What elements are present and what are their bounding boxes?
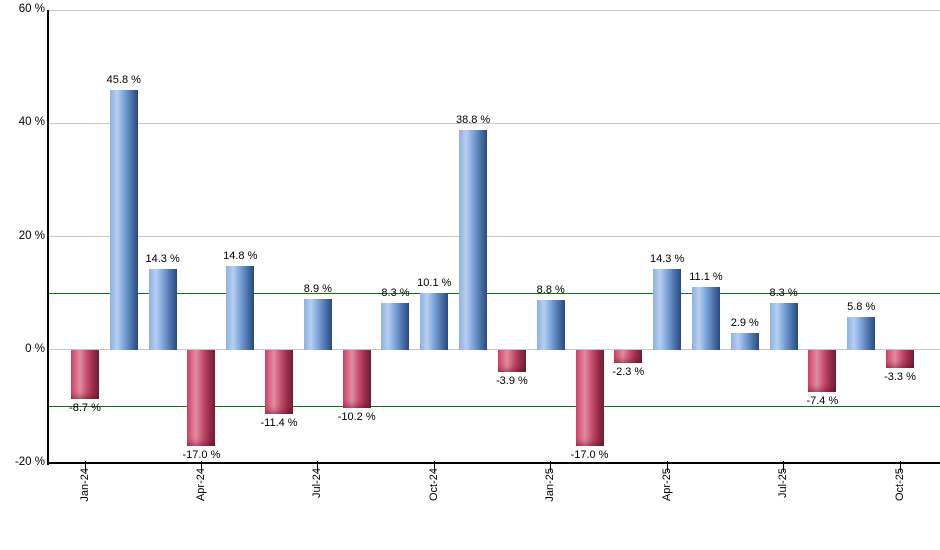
y-tick-label: 20 %	[18, 229, 45, 242]
bar-positive	[109, 90, 138, 350]
y-axis-line	[47, 10, 49, 465]
bar-negative	[187, 349, 216, 446]
bar-value-label: -3.3 %	[884, 371, 916, 384]
bar-negative	[71, 349, 99, 399]
bar-positive	[691, 286, 720, 350]
bar-value-label: -7.4 %	[806, 394, 839, 407]
bar-negative	[886, 349, 914, 369]
gridline-60	[48, 9, 940, 11]
x-tick-label: Apr-24	[194, 468, 207, 502]
bar-positive	[303, 299, 332, 350]
bar-positive	[847, 316, 876, 350]
bar-negative	[808, 349, 837, 392]
x-axis-tick	[317, 461, 319, 472]
bar-positive	[420, 292, 449, 350]
x-axis-tick	[550, 461, 552, 472]
x-axis-line	[47, 462, 940, 464]
bar-positive	[769, 302, 798, 350]
y-tick-label: 40 %	[18, 116, 45, 129]
gridline-40	[48, 122, 940, 124]
bar-value-label: -2.3 %	[612, 365, 645, 378]
bar-value-label: 14.3 %	[145, 252, 180, 265]
y-tick-label: 0 %	[25, 342, 45, 355]
x-tick-label: Jan-25	[544, 468, 557, 502]
bar-value-label: -17.0 %	[570, 449, 609, 461]
bar-value-label: 45.8 %	[106, 74, 141, 87]
bar-positive	[226, 265, 255, 350]
bar-positive	[730, 333, 759, 350]
x-axis-tick	[433, 461, 435, 472]
gridline-20	[48, 236, 940, 237]
bar-value-label: -10.2 %	[337, 410, 376, 423]
bar-value-label: 8.3 %	[381, 286, 410, 299]
x-axis-tick	[84, 461, 86, 472]
bar-value-label: 14.8 %	[223, 249, 258, 262]
y-tick-label: 60 %	[18, 3, 45, 15]
bar-value-label: 14.3 %	[650, 252, 685, 265]
bar-value-label: 11.1 %	[689, 270, 723, 283]
bar-value-label: -11.4 %	[260, 417, 298, 430]
x-tick-label: Jul-25	[777, 468, 790, 498]
x-axis-tick	[200, 461, 202, 472]
bar-negative	[342, 349, 371, 408]
bar-value-label: -8.7 %	[69, 402, 101, 414]
bar-value-label: 10.1 %	[417, 276, 452, 289]
bar-value-label: 5.8 %	[847, 300, 876, 313]
y-tick-label: -20 %	[14, 456, 45, 468]
bar-positive	[653, 268, 682, 350]
x-axis-tick	[899, 461, 901, 472]
bar-positive	[459, 130, 488, 350]
bar-value-label: 8.8 %	[536, 283, 565, 296]
x-tick-label: Jan-24	[78, 468, 91, 502]
bar-value-label: 2.9 %	[730, 317, 759, 330]
gridline-0	[48, 349, 940, 351]
bar-value-label: -3.9 %	[496, 374, 528, 387]
x-tick-label: Oct-24	[427, 468, 440, 502]
bar-value-label: 38.8 %	[455, 114, 491, 127]
x-axis-tick	[666, 461, 668, 472]
reference-line--10	[48, 405, 940, 407]
bar-value-label: 8.9 %	[303, 283, 332, 296]
bar-value-label: 8.3 %	[769, 286, 798, 299]
x-tick-label: Oct-25	[893, 468, 906, 502]
bar-positive	[536, 299, 565, 350]
bar-negative	[497, 349, 526, 372]
bar-value-label: -17.0 %	[182, 449, 221, 461]
bar-negative	[265, 349, 294, 415]
bar-negative	[614, 349, 643, 363]
x-tick-label: Jul-24	[311, 468, 324, 498]
bar-positive	[381, 302, 410, 350]
x-tick-label: Apr-25	[660, 468, 673, 502]
bar-positive	[148, 268, 177, 350]
reference-line-10	[48, 292, 940, 294]
x-axis-tick	[783, 461, 785, 472]
bar-negative	[575, 349, 604, 446]
